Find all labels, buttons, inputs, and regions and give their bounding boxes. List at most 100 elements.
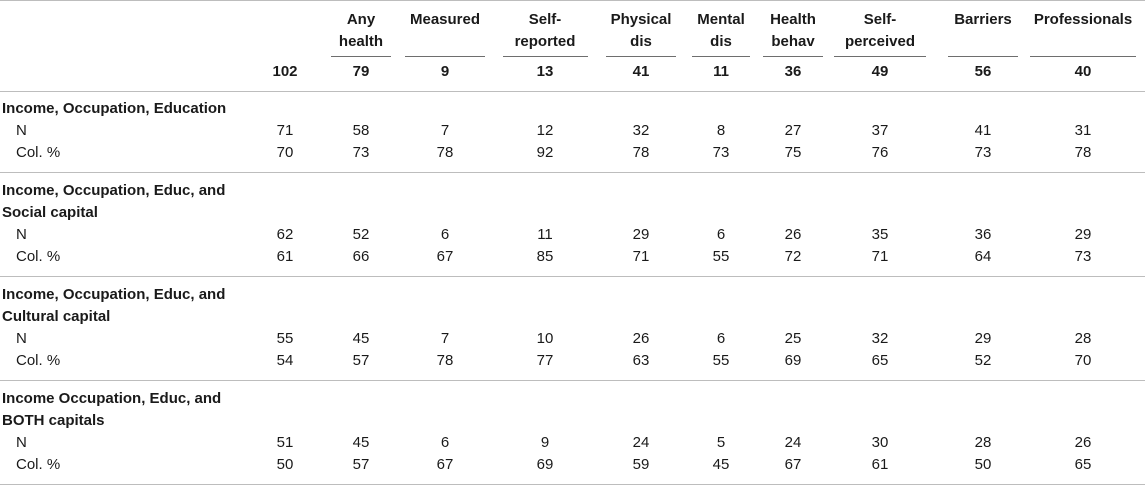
column-header-underline [606,56,676,57]
table-cell: 70 [276,144,294,161]
row-label: Col. % [16,144,61,161]
section-rule [0,276,1145,277]
column-count: 102 [272,63,298,80]
table-cell: 57 [352,456,370,473]
row-label: Col. % [16,248,61,265]
column-header-underline [502,56,588,57]
column-header: Professionals [1033,11,1133,28]
table-cell: 41 [974,122,992,139]
table-cell: 69 [784,352,802,369]
table-cell: 78 [1074,144,1092,161]
table-cell: 8 [716,122,726,139]
table-cell: 63 [632,352,650,369]
column-count: 49 [871,63,889,80]
column-count: 11 [713,63,729,80]
table-cell: 75 [784,144,802,161]
table-cell: 67 [436,456,454,473]
table-cell: 24 [632,434,650,451]
row-label: Col. % [16,352,61,369]
table-cell: 29 [974,330,992,347]
table-cell: 65 [1074,456,1092,473]
table-cell: 28 [1074,330,1092,347]
table-cell: 10 [536,330,554,347]
table-cell: 51 [276,434,294,451]
table-cell: 24 [784,434,802,451]
table-cell: 32 [632,122,650,139]
column-header: Any health [338,11,384,50]
row-label: N [16,226,27,243]
top-rule [0,0,1145,1]
table-cell: 54 [276,352,294,369]
table-cell: 45 [352,434,370,451]
section-title: Income, Occupation, Educ, and Social cap… [2,182,226,221]
table-cell: 31 [1074,122,1092,139]
column-header: Barriers [954,11,1012,28]
table-cell: 29 [632,226,650,243]
header-rule [0,91,1145,92]
table-cell: 72 [784,248,802,265]
table-cell: 62 [276,226,294,243]
table-cell: 76 [871,144,889,161]
table-cell: 7 [440,122,450,139]
column-header: Physical dis [610,11,672,50]
row-label: N [16,122,27,139]
table-cell: 52 [974,352,992,369]
section-rule [0,380,1145,381]
table-cell: 57 [352,352,370,369]
section-title: Income Occupation, Educ, and BOTH capita… [2,390,222,429]
table-cell: 58 [352,122,370,139]
column-count: 36 [784,63,802,80]
row-label: N [16,330,27,347]
column-count: 41 [632,63,650,80]
column-count: 13 [536,63,554,80]
table-cell: 55 [712,352,730,369]
column-count: 40 [1074,63,1092,80]
table-cell: 59 [632,456,650,473]
table-cell: 67 [436,248,454,265]
table-cell: 7 [440,330,450,347]
table-cell: 6 [716,330,726,347]
table-cell: 25 [784,330,802,347]
column-count: 9 [440,63,450,80]
table-cell: 26 [784,226,802,243]
table-cell: 71 [632,248,650,265]
row-label: Col. % [16,456,61,473]
table-cell: 26 [632,330,650,347]
column-header-underline [763,56,823,57]
table-cell: 36 [974,226,992,243]
table-cell: 11 [537,226,553,243]
table-cell: 69 [536,456,554,473]
table-cell: 45 [352,330,370,347]
column-header: Measured [409,11,481,28]
table-cell: 35 [871,226,889,243]
column-header-underline [948,56,1018,57]
column-header: Health behav [770,11,816,50]
table-cell: 66 [352,248,370,265]
table-cell: 30 [871,434,889,451]
table-cell: 6 [440,434,450,451]
table-cell: 6 [716,226,726,243]
table-cell: 32 [871,330,889,347]
table-cell: 64 [974,248,992,265]
table-cell: 5 [716,434,726,451]
table-cell: 50 [276,456,294,473]
table-cell: 85 [536,248,554,265]
table-cell: 12 [536,122,554,139]
table-cell: 71 [276,122,294,139]
table-cell: 26 [1074,434,1092,451]
column-header-underline [1030,56,1136,57]
table-cell: 9 [540,434,550,451]
table-cell: 73 [974,144,992,161]
table-cell: 37 [871,122,889,139]
table-cell: 61 [871,456,889,473]
section-rule [0,172,1145,173]
row-label: N [16,434,27,451]
table-cell: 29 [1074,226,1092,243]
table-cell: 55 [276,330,294,347]
table-cell: 73 [1074,248,1092,265]
table-cell: 78 [436,144,454,161]
table-cell: 50 [974,456,992,473]
section-title: Income, Occupation, Educ, and Cultural c… [2,286,226,325]
column-header: Self-perceived [844,11,916,50]
table-cell: 45 [712,456,730,473]
